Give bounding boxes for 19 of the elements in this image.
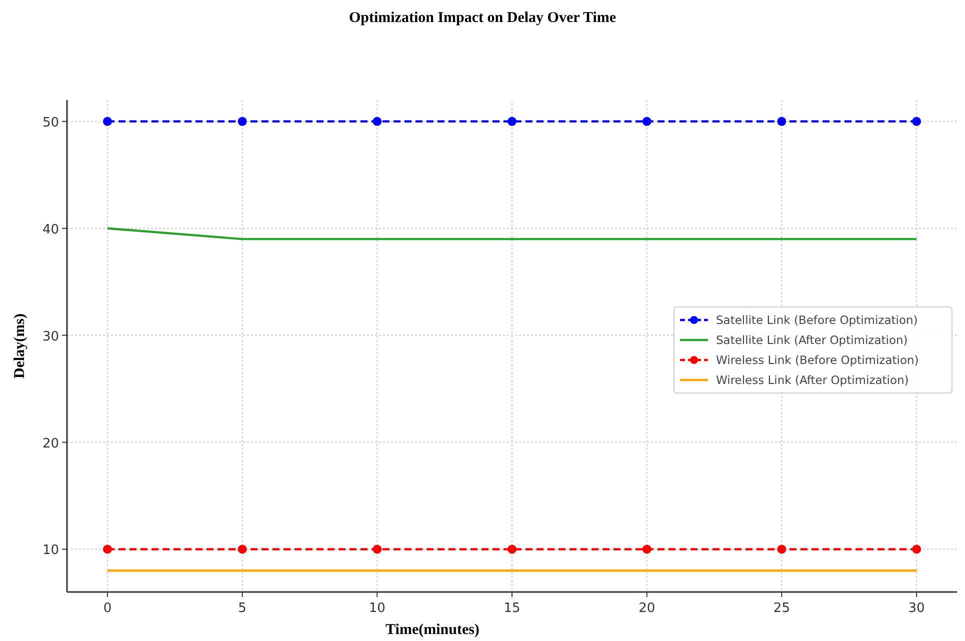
legend-label: Wireless Link (Before Optimization): [716, 353, 919, 367]
x-tick-label: 15: [504, 601, 520, 616]
y-tick-label: 20: [42, 436, 59, 452]
x-axis-title: Time(minutes): [386, 622, 480, 638]
x-tick-label: 30: [908, 601, 925, 616]
x-tick-label: 10: [368, 601, 386, 616]
legend-label: Satellite Link (Before Optimization): [716, 313, 918, 327]
x-tick-label: 0: [103, 601, 112, 616]
y-tick-label: 40: [42, 222, 59, 238]
chart-title: Optimization Impact on Delay Over Time: [348, 10, 616, 26]
y-tick-label: 50: [42, 115, 59, 130]
legend-label: Wireless Link (After Optimization): [716, 373, 909, 387]
y-tick-label: 30: [42, 329, 59, 344]
legend-label: Satellite Link (After Optimization): [716, 333, 908, 347]
x-tick-label: 5: [238, 601, 246, 616]
y-tick-label: 10: [42, 543, 59, 558]
y-axis-title: Delay(ms): [12, 314, 28, 378]
x-tick-label: 25: [773, 601, 790, 616]
x-tick-label: 20: [638, 601, 656, 616]
